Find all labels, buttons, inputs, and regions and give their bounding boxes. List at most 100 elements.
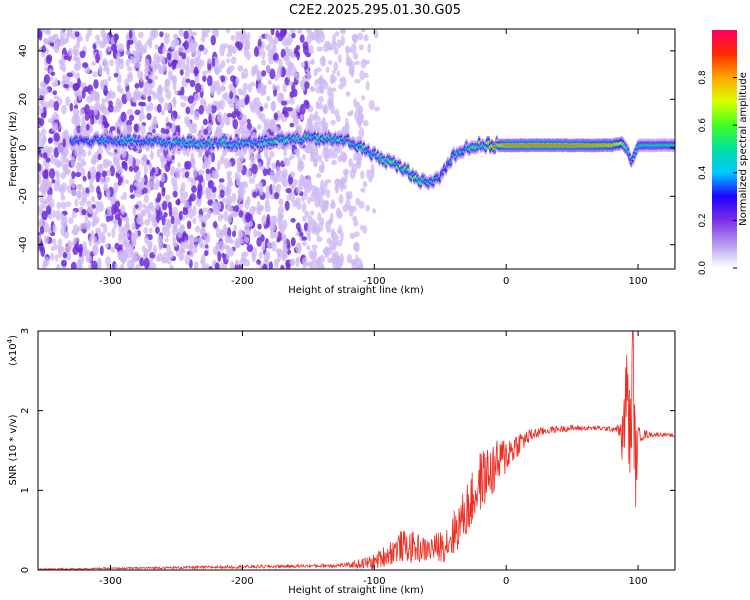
noise-blob (113, 105, 118, 114)
noise-blob (157, 168, 162, 175)
noise-blob (56, 201, 62, 210)
noise-blob (229, 90, 234, 100)
noise-blob (260, 234, 265, 242)
noise-blob (353, 153, 357, 161)
noise-blob (98, 113, 103, 124)
noise-blob (261, 90, 267, 96)
noise-blob (225, 29, 231, 34)
spectrogram-y-axis: -40 -20 0 20 40 (18, 44, 675, 253)
noise-blob (331, 198, 335, 209)
noise-blob (330, 87, 337, 92)
noise-blob (363, 34, 369, 42)
snr-y-axis: 0 1 2 3 (20, 328, 675, 573)
noise-blob (308, 249, 313, 259)
colorbar-tick-label: 0.4 (698, 165, 708, 180)
noise-blob (140, 177, 146, 183)
noise-blob (148, 37, 152, 44)
noise-blob (315, 33, 322, 44)
noise-blob (178, 210, 183, 221)
noise-blob (298, 124, 303, 135)
noise-blob (135, 263, 141, 269)
noise-blob (40, 108, 44, 114)
noise-blob (199, 242, 206, 249)
noise-blob (206, 209, 212, 217)
noise-blob (193, 261, 199, 269)
noise-blob (354, 254, 359, 264)
noise-blob (210, 34, 216, 46)
noise-blob (142, 88, 148, 98)
noise-blob (139, 51, 144, 57)
noise-blob (100, 231, 105, 243)
noise-blob (295, 44, 301, 51)
noise-blob (202, 118, 208, 126)
noise-blob (52, 224, 57, 233)
noise-blob (207, 199, 214, 206)
noise-blob (107, 75, 112, 82)
noise-blob (77, 190, 82, 201)
noise-blob (68, 217, 74, 224)
noise-blob (256, 69, 261, 80)
noise-blob (205, 168, 211, 175)
noise-blob (362, 225, 368, 234)
noise-blob (190, 38, 196, 49)
noise-blob (120, 204, 126, 215)
noise-blob (205, 29, 212, 33)
noise-blob (102, 67, 109, 72)
noise-blob (326, 188, 331, 199)
noise-blob (129, 55, 135, 64)
noise-blob (350, 205, 357, 212)
noise-blob (221, 149, 228, 157)
noise-blob (299, 34, 305, 43)
noise-blob (307, 261, 313, 268)
noise-blob (357, 32, 364, 41)
noise-blob (287, 249, 291, 255)
noise-blob (72, 224, 79, 236)
noise-blob (274, 261, 279, 268)
noise-blob (281, 36, 288, 47)
noise-blob (268, 56, 274, 65)
noise-blob (346, 253, 353, 264)
noise-blob (48, 118, 52, 124)
noise-blob (60, 259, 67, 267)
snr-x-tick-label: 0 (503, 576, 509, 587)
noise-blob (183, 199, 189, 208)
noise-blob (360, 187, 366, 193)
noise-blob (45, 205, 52, 215)
noise-blob (81, 208, 87, 216)
noise-blob (233, 224, 238, 232)
noise-blob (49, 168, 56, 180)
noise-blob (287, 61, 293, 72)
noise-blob (170, 127, 176, 133)
noise-blob (251, 253, 257, 263)
noise-blob (239, 230, 244, 238)
noise-blob (48, 99, 55, 108)
noise-blob (216, 160, 221, 171)
noise-blob (60, 194, 66, 201)
noise-blob (98, 64, 103, 76)
noise-blob (48, 137, 53, 145)
noise-blob (234, 259, 240, 266)
noise-blob (316, 46, 323, 52)
noise-blob (348, 158, 354, 168)
noise-blob (267, 79, 273, 85)
noise-blob (184, 171, 190, 179)
noise-blob (66, 72, 73, 78)
noise-blob (120, 111, 127, 122)
noise-blob (299, 103, 306, 115)
noise-blob (103, 34, 110, 44)
noise-blob (93, 79, 99, 89)
noise-blob (161, 154, 166, 161)
noise-blob (202, 75, 207, 82)
noise-blob (84, 104, 90, 115)
colorbar-gradient-bar (712, 30, 737, 268)
noise-blob (174, 90, 179, 96)
noise-blob (254, 183, 259, 192)
noise-blob (296, 185, 302, 195)
noise-blob (230, 75, 236, 83)
noise-blob (61, 37, 67, 45)
noise-blob (318, 95, 324, 103)
noise-blob (140, 114, 146, 120)
noise-blob (224, 118, 230, 126)
noise-blob (203, 48, 209, 55)
noise-blob (244, 236, 250, 243)
